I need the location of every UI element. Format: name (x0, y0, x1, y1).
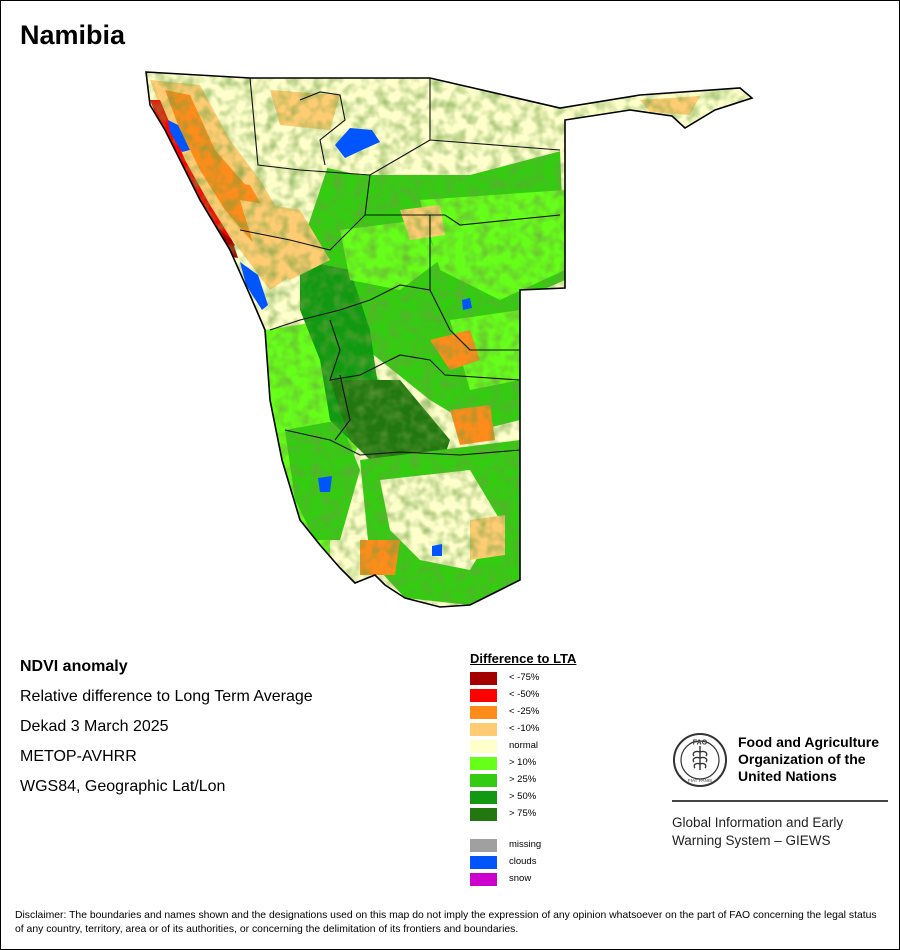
legend-item-clouds: clouds (470, 854, 576, 871)
legend-swatch (470, 839, 497, 852)
legend-swatch (470, 856, 497, 869)
map-info: NDVI anomaly Relative difference to Long… (20, 656, 313, 806)
legend-label: normal (509, 740, 539, 751)
fao-name: Food and Agriculture Organization of the… (738, 734, 898, 785)
giews-line: Warning System – GIEWS (672, 833, 831, 848)
legend-label: > 25% (509, 774, 537, 785)
legend-label: clouds (509, 856, 537, 867)
legend-item: normal (470, 738, 576, 755)
legend-item: > 75% (470, 806, 576, 823)
disclaimer: Disclaimer: The boundaries and names sho… (15, 910, 877, 935)
fao-divider (672, 800, 888, 802)
legend-swatch (470, 689, 497, 702)
legend-label: > 10% (509, 757, 537, 768)
fao-emblem-text: FAO (693, 740, 708, 747)
info-product: NDVI anomaly (20, 658, 128, 675)
fao-name-line: Organization of the (738, 751, 866, 767)
legend-swatch (470, 774, 497, 787)
legend-item: > 10% (470, 755, 576, 772)
legend-swatch (470, 672, 497, 685)
legend-swatch (470, 757, 497, 770)
legend-swatch (470, 873, 497, 886)
info-sensor: METOP-AVHRR (20, 748, 137, 765)
fao-emblem-icon: FAO FIAT PANIS (673, 733, 727, 787)
giews-name: Global Information and Early Warning Sys… (672, 814, 888, 850)
legend-label: snow (509, 873, 532, 884)
legend-label: missing (509, 839, 542, 850)
namibia-ndvi-map (145, 71, 754, 608)
legend-item: < -25% (470, 704, 576, 721)
map-legend: Difference to LTA < -75% < -50% < -25% <… (470, 651, 576, 888)
legend-title: Difference to LTA (470, 651, 577, 666)
legend-swatch (470, 808, 497, 821)
legend-label: < -75% (509, 672, 540, 683)
fao-name-line: United Nations (738, 768, 837, 784)
legend-swatch (470, 723, 497, 736)
legend-item: < -10% (470, 721, 576, 738)
legend-label: > 50% (509, 791, 537, 802)
legend-item-snow: snow (470, 871, 576, 888)
legend-label: < -50% (509, 689, 540, 700)
legend-label: < -10% (509, 723, 540, 734)
fao-name-line: Food and Agriculture (738, 734, 880, 750)
legend-label: > 75% (509, 808, 537, 819)
legend-item: > 50% (470, 789, 576, 806)
legend-item-missing: missing (470, 837, 576, 854)
fao-emblem-motto: FIAT PANIS (688, 778, 712, 783)
legend-label: < -25% (509, 706, 540, 717)
giews-line: Global Information and Early (672, 815, 844, 830)
legend-swatch (470, 706, 497, 719)
info-projection: WGS84, Geographic Lat/Lon (20, 778, 226, 795)
legend-item: > 25% (470, 772, 576, 789)
region-boundaries (239, 77, 561, 456)
legend-item: < -75% (470, 670, 576, 687)
map-title: Namibia (20, 20, 126, 50)
legend-swatch (470, 740, 497, 753)
national-border (145, 71, 754, 608)
legend-swatch (470, 791, 497, 804)
info-period: Dekad 3 March 2025 (20, 718, 169, 735)
info-method: Relative difference to Long Term Average (20, 688, 313, 705)
legend-item: < -50% (470, 687, 576, 704)
